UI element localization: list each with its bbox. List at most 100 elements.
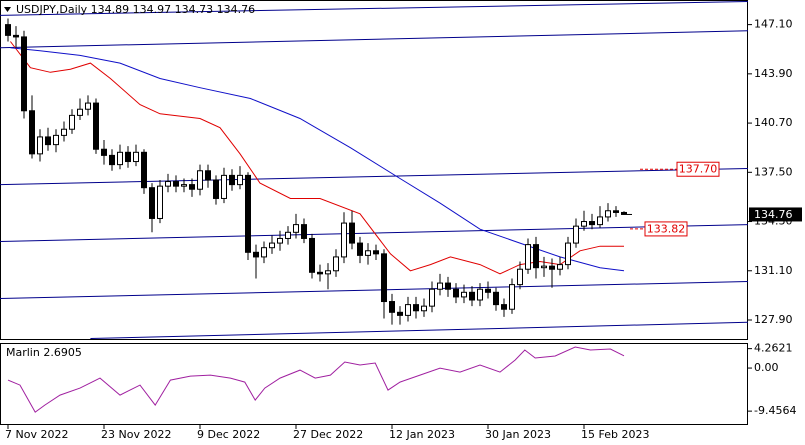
candle-body [533,244,539,269]
candle-body [269,242,275,249]
candle-body [581,221,587,227]
candle-body [181,184,187,187]
candle-body [109,154,115,166]
x-tick-label: 15 Feb 2023 [581,428,649,441]
candle-body [85,102,91,110]
candle-body [301,224,307,239]
main-panel [0,0,748,340]
candle-body [509,284,515,310]
indicator-panel [0,343,748,425]
candle-body [469,291,475,301]
candle-body [413,304,419,312]
level-box [676,161,720,177]
candle-body [317,271,323,275]
candle-body [373,250,379,255]
candle-body [93,102,99,150]
trend-line [0,30,748,49]
candle-body [165,181,171,187]
candle-body [549,265,555,270]
candle-body [349,222,355,244]
x-tick-label: 7 Nov 2022 [5,428,68,441]
indicator-name: Marlin [6,346,40,359]
candle-body [21,36,27,112]
candle-body [477,288,483,301]
candle-body [429,288,435,307]
candle-body [517,268,523,286]
level-label: 133.82 [647,222,686,235]
candle-body [229,174,235,186]
candle-body [405,304,411,316]
indicator-value: 2.6905 [43,346,82,359]
candle-body [541,265,547,269]
candle-body [253,251,259,258]
candle-body [613,210,619,213]
candle-body [237,174,243,186]
candle-body [333,256,339,272]
candle-body [277,237,283,244]
y-tick-label: 127.90 [754,313,793,326]
candle-body [77,108,83,116]
x-tick-label: 12 Jan 2023 [389,428,455,441]
candle-body [589,221,595,226]
trend-line [0,224,748,242]
candle-body [381,253,387,303]
indicator-y-tick-label: 0.00 [754,361,779,374]
trend-line [90,321,748,339]
candle-body [421,305,427,312]
candle-body [197,170,203,190]
candle-body [13,34,19,38]
candle-body [525,244,531,270]
candle-body [5,24,11,36]
candle-body [285,231,291,239]
candle-body [389,301,395,313]
candle-body [501,304,507,310]
level-box [644,221,688,237]
indicator-label: Marlin 2.6905 [6,346,82,359]
x-tick-label: 9 Dec 2022 [197,428,260,441]
candle-body [445,282,451,290]
candle-body [293,224,299,233]
candle-body [341,222,347,258]
candle-body [45,136,51,146]
indicator-y-tick-label: 4.2621 [754,342,793,355]
candle-body [61,128,67,136]
candle-body [245,174,251,253]
chart-title: USDJPY,Daily 134.89 134.97 134.73 134.76 [16,3,255,16]
candle-body [461,291,467,298]
candle-body [101,148,107,156]
moving-average [10,47,625,272]
indicator-plot [7,346,625,413]
candle-body [205,170,211,181]
candle-body [189,184,195,190]
candle-body [325,270,331,275]
candle-body [485,288,491,293]
candle-body [173,181,179,187]
menu-triangle[interactable] [4,7,11,12]
axes: 147.10143.90140.70137.50134.30131.10127.… [5,18,796,441]
trend-line [0,1,748,16]
candle-body [149,187,155,219]
candle-body [53,134,59,146]
candle-body [141,151,147,189]
x-tick-label: 27 Dec 2022 [293,428,363,441]
y-tick-label: 137.50 [754,165,793,178]
candle-body [37,136,43,155]
y-tick-label: 147.10 [754,18,793,31]
y-tick-label: 131.10 [754,264,793,277]
current-price-box [749,207,802,222]
current-price-label: 134.76 [754,208,793,221]
main-plot [0,1,748,339]
x-tick-label: 30 Jan 2023 [485,428,551,441]
candle-body [493,291,499,306]
indicator-line [7,346,625,413]
candle-body [565,242,571,266]
candle-body [573,225,579,244]
indicator-y-tick-label: -9.4564 [754,404,796,417]
candle-body [397,311,403,316]
level-label: 137.70 [679,163,718,176]
x-tick-label: 23 Nov 2022 [101,428,171,441]
candle-body [221,174,227,199]
candle-body [621,211,627,215]
candle-body [213,179,219,199]
